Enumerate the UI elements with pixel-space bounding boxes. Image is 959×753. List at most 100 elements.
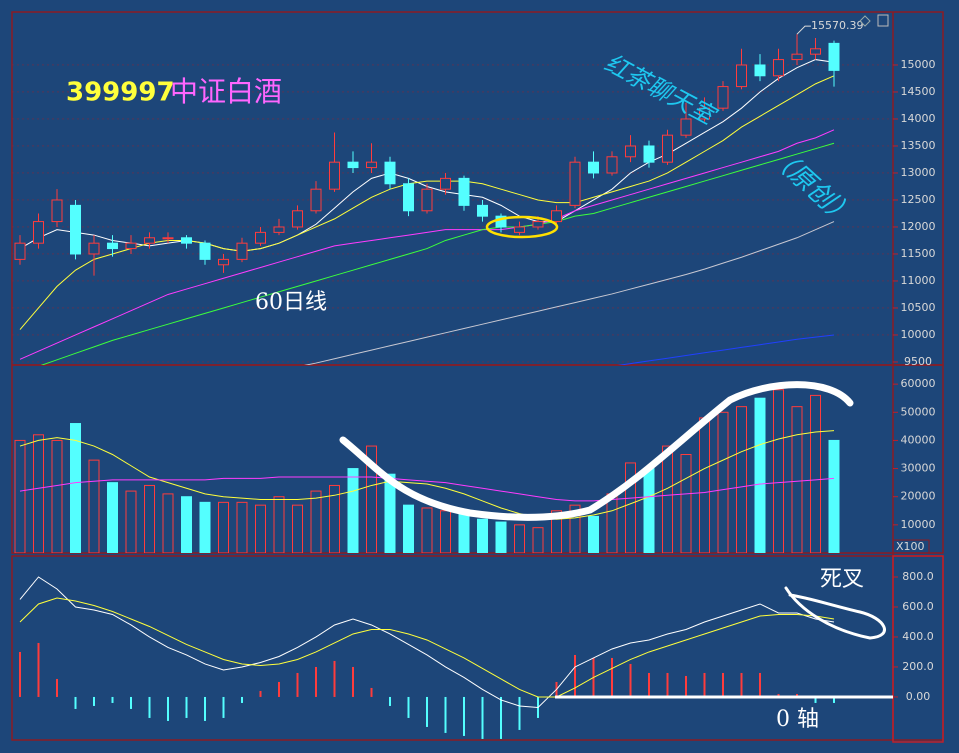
volume-bar — [514, 524, 525, 553]
y-tick-label: 11000 — [901, 274, 936, 287]
volume-bar — [421, 507, 433, 553]
volume-bar — [643, 468, 655, 553]
candle-body — [551, 210, 562, 223]
volume-bar — [125, 490, 137, 553]
y-tick-label: 12500 — [901, 193, 936, 206]
candle-body — [347, 161, 359, 169]
candle-body — [384, 161, 396, 185]
volume-bar — [717, 411, 729, 553]
y-tick-label: 200.0 — [902, 660, 934, 673]
stock-code: 399997 — [66, 78, 175, 108]
volume-bar — [569, 504, 581, 553]
ma-line — [303, 221, 835, 365]
candle-body — [440, 177, 451, 190]
candle-body — [532, 221, 544, 228]
candle-body — [162, 237, 174, 240]
candle-body — [625, 145, 636, 158]
high-pointer — [796, 25, 811, 35]
unit-box — [892, 539, 930, 554]
candle-body — [33, 221, 44, 244]
volume-bar — [88, 459, 100, 553]
candle-body — [810, 48, 821, 55]
candle-body — [70, 204, 81, 255]
ma60-label: 60日线 — [255, 290, 327, 315]
volume-bar — [236, 501, 248, 553]
candle-body — [643, 145, 655, 163]
volume-bar — [384, 473, 396, 553]
volume-bar — [144, 484, 155, 553]
candle-body — [218, 258, 229, 266]
candle-body — [421, 188, 433, 212]
ma-line — [19, 576, 835, 708]
volume-bar — [828, 439, 840, 553]
candle-body — [255, 231, 266, 244]
volume-bar — [107, 482, 118, 553]
y-tick-label: 10500 — [901, 301, 936, 314]
y-tick-label: 50000 — [901, 405, 936, 418]
volume-bar — [754, 397, 766, 553]
zero-axis-label: 0 轴 — [776, 707, 819, 732]
volume-bar — [33, 434, 44, 553]
candle-body — [828, 42, 840, 71]
candle-body — [144, 237, 155, 244]
volume-bar — [70, 423, 81, 553]
candle-body — [329, 161, 340, 190]
volume-bar — [403, 504, 414, 553]
volume-bar — [329, 484, 340, 553]
volume-bar — [532, 527, 544, 553]
candle-body — [403, 183, 414, 212]
axes: 9500 10000 10500 11000 11500 12000 12500 13000 1… — [796, 19, 936, 703]
candle-body — [606, 156, 618, 174]
y-tick-label: 40000 — [901, 433, 936, 446]
volume-bar — [366, 445, 377, 553]
ma-line — [19, 597, 835, 698]
y-tick-label: 600.0 — [902, 600, 934, 613]
volume-bar — [458, 513, 470, 553]
y-tick-label: 30000 — [901, 462, 936, 475]
volume-bar — [791, 406, 803, 553]
candle-body — [125, 242, 137, 250]
y-tick-label: 13000 — [901, 166, 936, 179]
volume-bar — [551, 510, 562, 553]
candle-body — [717, 86, 729, 109]
volume-bar — [14, 439, 26, 553]
candle-body — [569, 161, 581, 206]
y-tick-label: 10000 — [901, 328, 936, 341]
volume-bar — [773, 389, 784, 553]
y-tick-label: 60000 — [901, 377, 936, 390]
volume-bar — [736, 406, 747, 553]
candle-body — [199, 242, 211, 260]
candle-body — [588, 161, 599, 174]
volume-bar — [680, 453, 692, 553]
volume-bar — [199, 501, 211, 553]
y-tick-label: 800.0 — [902, 570, 934, 583]
volume-bar — [477, 518, 488, 553]
candle-body — [14, 242, 26, 260]
candle-body — [366, 161, 377, 169]
candle-body — [477, 204, 488, 217]
macd-panel — [19, 576, 835, 739]
candle-body — [236, 242, 248, 260]
y-tick-label: 0.00 — [906, 690, 931, 703]
volume-unit: X100 — [896, 540, 925, 553]
volume-bar — [255, 504, 266, 553]
candle-body — [273, 226, 285, 233]
volume-bar — [162, 493, 174, 553]
candle-body — [736, 64, 747, 88]
candle-body — [662, 134, 673, 163]
price-panel — [12, 34, 893, 365]
ma-line — [617, 334, 835, 365]
volume-bar — [292, 504, 303, 553]
high-label: 15570.39 — [811, 19, 864, 32]
candle-body — [51, 199, 63, 223]
candle-body — [181, 237, 192, 244]
candle-body — [791, 53, 803, 61]
candle-body — [514, 226, 525, 233]
y-tick-label: 9500 — [904, 355, 932, 368]
candle-body — [310, 188, 322, 212]
candle-body — [458, 177, 470, 206]
y-tick-label: 10000 — [901, 518, 936, 531]
volume-bar — [588, 515, 599, 553]
